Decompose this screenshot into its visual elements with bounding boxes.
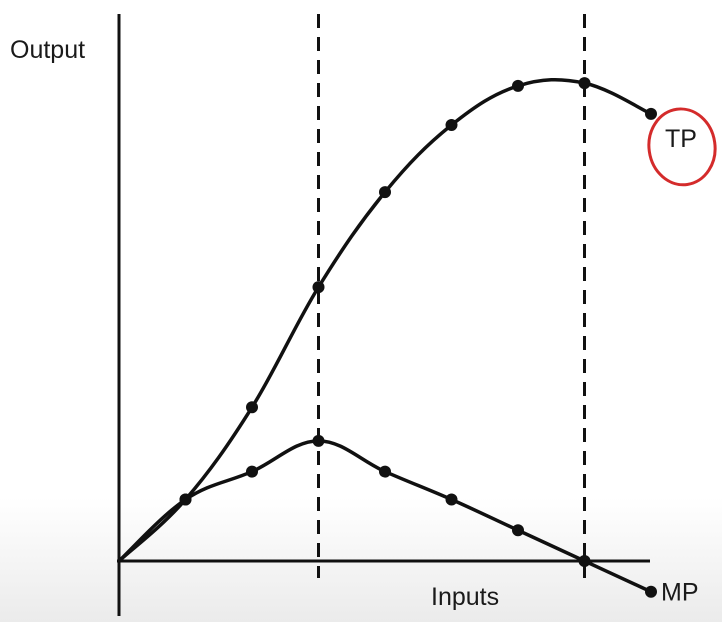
tp-highlight-circle — [647, 107, 717, 187]
series-labels: TP MP — [647, 107, 717, 607]
tp-point — [246, 401, 258, 414]
tp-label: TP — [665, 125, 697, 153]
mp-curve — [117, 439, 653, 594]
tp-point — [445, 119, 458, 132]
tp-point — [578, 77, 591, 90]
points — [179, 77, 657, 598]
curves — [117, 77, 653, 594]
axes — [117, 14, 650, 616]
tp-curve — [117, 77, 653, 563]
mp-point — [312, 434, 325, 447]
mp-point — [179, 493, 192, 506]
mp-point — [246, 465, 258, 478]
tp-point — [379, 186, 391, 199]
mp-point — [645, 585, 657, 598]
mp-point — [512, 524, 524, 537]
dashed-guides — [317, 14, 586, 578]
tp-point — [645, 107, 657, 120]
tp-point — [512, 79, 524, 92]
x-axis-label: Inputs — [431, 583, 499, 611]
y-axis-label: Output — [10, 36, 85, 64]
tp-point — [312, 281, 325, 294]
mp-point — [379, 465, 391, 478]
mp-point — [578, 555, 591, 567]
mp-label: MP — [661, 579, 699, 607]
mp-point — [445, 493, 458, 506]
